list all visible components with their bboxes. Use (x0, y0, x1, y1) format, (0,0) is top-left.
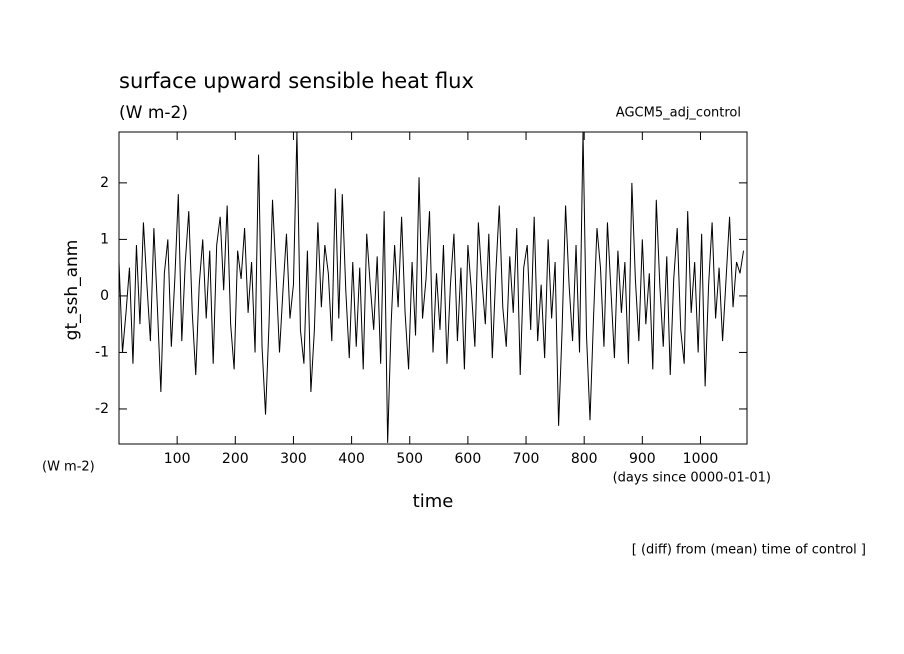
units-label: (W m-2) (119, 103, 188, 123)
x-tick-label: 400 (338, 451, 365, 467)
y-tick-label: 2 (100, 175, 109, 191)
x-tick-label: 100 (164, 451, 191, 467)
x-tick-label: 900 (629, 451, 656, 467)
x-units-label: (days since 0000-01-01) (613, 471, 771, 486)
x-tick-label: 600 (455, 451, 482, 467)
x-tick-label: 200 (222, 451, 249, 467)
units-label: (W m-2) (42, 460, 95, 475)
x-tick-label: 500 (396, 451, 423, 467)
y-tick-label: -2 (95, 401, 109, 417)
run-label: AGCM5_adj_control (616, 106, 741, 121)
chart-title: surface upward sensible heat flux (119, 69, 474, 93)
data-line (119, 132, 745, 443)
x-tick-label: 1000 (683, 451, 719, 467)
x-tick-label: 300 (280, 451, 307, 467)
y-tick-label: -1 (95, 344, 109, 360)
x-axis-label: time (413, 491, 454, 512)
x-tick-label: 800 (571, 451, 598, 467)
x-tick-label: 700 (513, 451, 540, 467)
y-axis-label: gt_ssh_anm (62, 240, 82, 341)
plot-frame (118, 131, 748, 445)
y-tick-label: 1 (100, 231, 109, 247)
note: [ (diff) from (mean) time of control ] (632, 543, 866, 558)
y-tick-label: 0 (100, 288, 109, 304)
